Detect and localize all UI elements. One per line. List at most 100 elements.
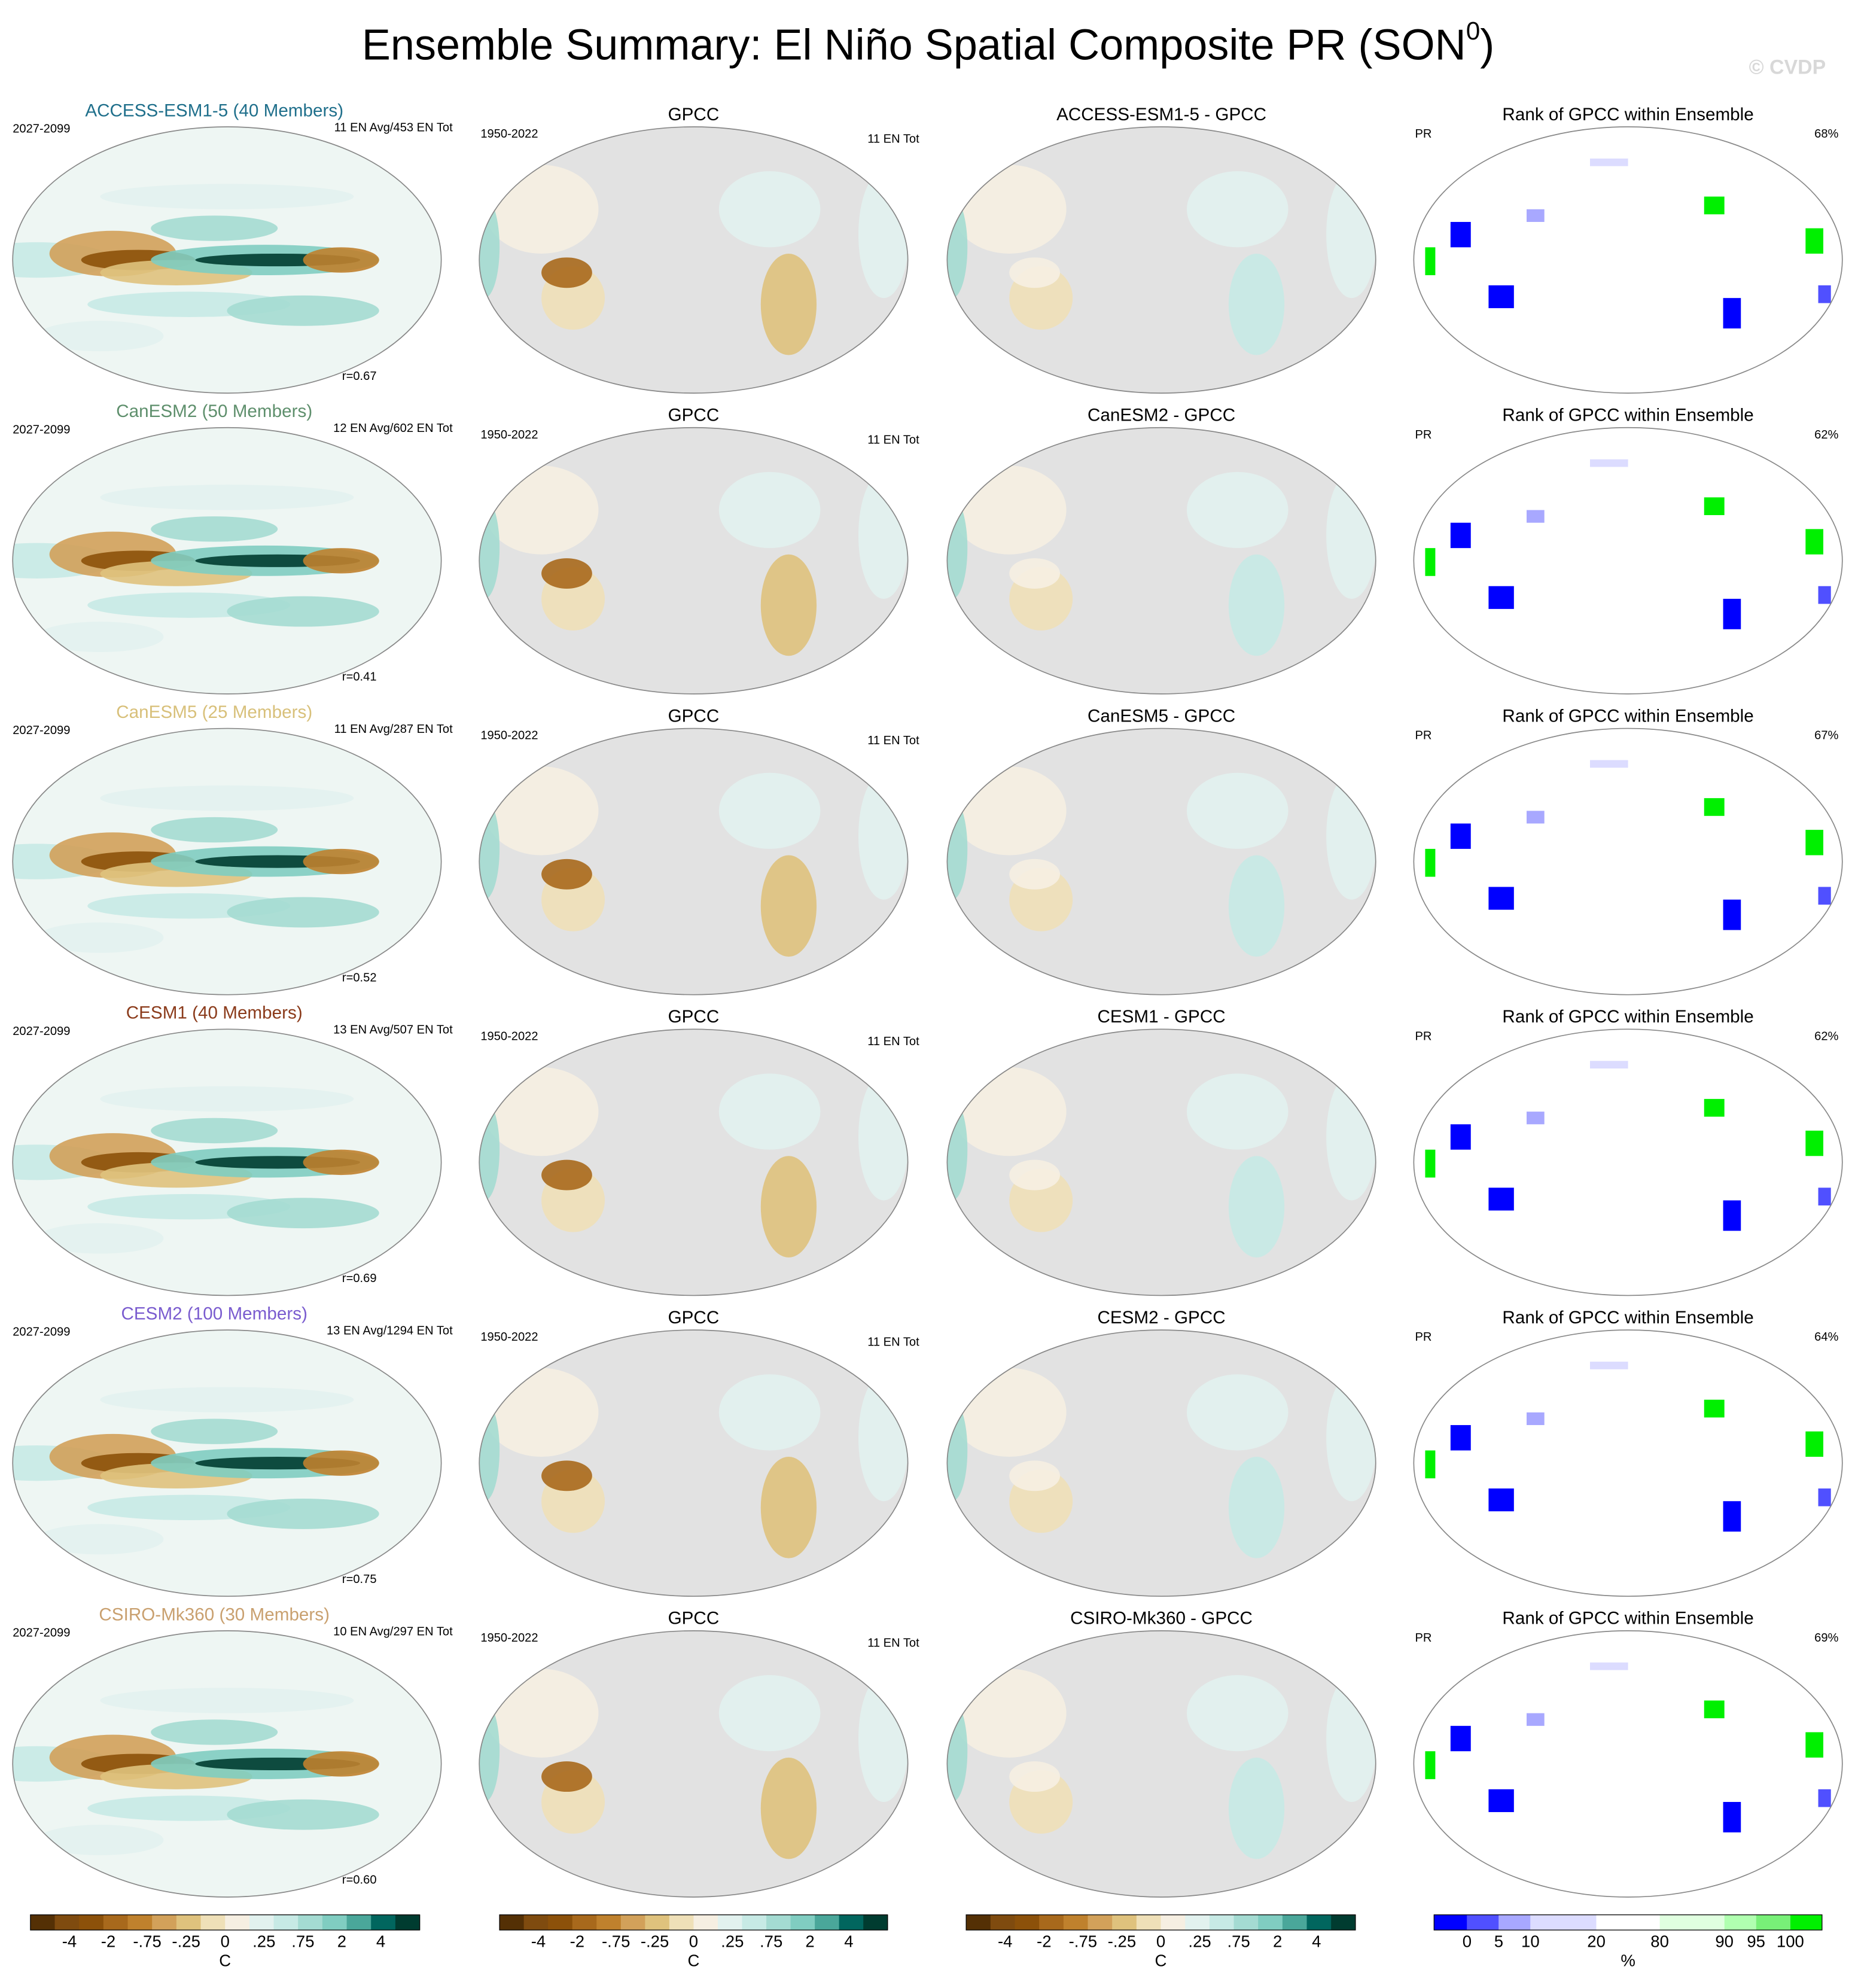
field-blob [151, 1118, 278, 1144]
field-blob [227, 596, 379, 627]
map-field [1414, 1630, 1842, 1897]
map-outline [12, 126, 442, 394]
land-patch [858, 1374, 908, 1502]
rank-variable: PR [1415, 1331, 1431, 1344]
colorbar-label: 4 [1312, 1932, 1321, 1951]
obs-title: GPCC [668, 1007, 720, 1027]
rank-percent: 62% [1814, 428, 1838, 442]
colorbar-box [322, 1914, 348, 1931]
map-panel [1413, 427, 1843, 695]
map-panel [479, 427, 909, 695]
map-panel [479, 727, 909, 995]
field-blob [36, 1825, 164, 1856]
obs-title: GPCC [668, 406, 720, 425]
land-patch [484, 1067, 599, 1156]
map-panel [1413, 1630, 1843, 1898]
colorbar-unit: C [219, 1951, 231, 1969]
map-outline [479, 427, 909, 695]
map-outline [12, 1028, 442, 1296]
rank-patch [1590, 1061, 1628, 1069]
rank-patch [1723, 298, 1741, 329]
field-blob [36, 1223, 164, 1254]
rank-patch [1527, 209, 1545, 222]
rank-title: Rank of GPCC within Ensemble [1502, 1308, 1753, 1328]
rank-patch [1488, 285, 1514, 309]
rank-patch [1805, 1130, 1824, 1156]
colorbar: -4 -2 -.75 -.25 0 .25 .75 2 4 C [30, 1914, 421, 1969]
land-patch [1326, 1675, 1376, 1803]
rank-patch [1488, 1488, 1514, 1512]
rank-colorbar: 0 5 10 20 80 90 95 100% [1433, 1914, 1823, 1969]
field-blob [36, 922, 164, 953]
field-blob [36, 321, 164, 352]
land-patch [1228, 253, 1285, 355]
colorbar-label: .75 [1227, 1932, 1250, 1951]
colorbar-label: 10 [1521, 1932, 1540, 1951]
colorbar-label: -.25 [1108, 1932, 1136, 1951]
pattern-correlation: r=0.75 [342, 1573, 377, 1586]
rank-patch [1527, 1713, 1545, 1726]
colorbar-label: 90 [1715, 1932, 1734, 1951]
colorbar-label: .75 [760, 1932, 782, 1951]
land-patch [718, 1374, 821, 1451]
map-field [13, 427, 441, 694]
colorbar-box [742, 1914, 767, 1931]
field-blob [100, 485, 354, 510]
field-blob [303, 1149, 379, 1176]
land-patch [1228, 554, 1285, 656]
map-panel [946, 727, 1376, 995]
title-superscript: 0 [1466, 17, 1481, 45]
map-outline [479, 126, 909, 394]
land-patch [479, 1098, 500, 1201]
land-patch [484, 1669, 599, 1758]
colorbar-box [1209, 1914, 1235, 1931]
colorbar-box [1112, 1914, 1137, 1931]
rank-patch [1425, 1450, 1436, 1479]
colorbar-label: 0 [1463, 1932, 1472, 1951]
field-blob [100, 1688, 354, 1713]
colorbar-box [176, 1914, 202, 1931]
model-period: 2027-2099 [13, 123, 70, 136]
obs-counts: 11 EN Tot [867, 1636, 919, 1649]
map-field [947, 1029, 1376, 1296]
rank-patch [1704, 798, 1725, 816]
map-panel [12, 1028, 442, 1296]
field-blob [303, 548, 379, 574]
colorbar-label: -.75 [602, 1932, 630, 1951]
colorbar-box [645, 1914, 670, 1931]
pattern-correlation: r=0.52 [342, 971, 377, 984]
colorbar-box [1659, 1914, 1725, 1931]
map-outline [946, 126, 1376, 394]
pattern-correlation: r=0.69 [342, 1272, 377, 1285]
map-field [1414, 728, 1842, 995]
title-end: ) [1480, 22, 1494, 69]
colorbar-box [298, 1914, 323, 1931]
colorbar-box [766, 1914, 791, 1931]
colorbar-unit: C [687, 1951, 699, 1969]
land-patch [1186, 1073, 1289, 1150]
rank-patch [1704, 1098, 1725, 1117]
rank-variable: PR [1415, 127, 1431, 141]
field-blob [303, 848, 379, 875]
colorbar-label: 0 [689, 1932, 698, 1951]
colorbar-box [1724, 1914, 1756, 1931]
land-patch [947, 196, 968, 299]
map-background [1414, 1630, 1842, 1897]
rank-patch [1704, 1399, 1725, 1418]
rank-patch [1818, 1488, 1831, 1506]
colorbar-box [1790, 1914, 1822, 1931]
land-patch [1326, 471, 1376, 599]
map-field [479, 1630, 908, 1897]
colorbar-box [1088, 1914, 1113, 1931]
map-outline [12, 1329, 442, 1597]
field-blob [227, 1198, 379, 1229]
rank-patch [1425, 848, 1436, 877]
rank-patch [1425, 247, 1436, 275]
land-patch [1186, 1675, 1289, 1752]
rank-title: Rank of GPCC within Ensemble [1502, 1609, 1753, 1628]
map-background [1414, 1330, 1842, 1597]
obs-title: GPCC [668, 1609, 720, 1628]
colorbar-box [30, 1914, 56, 1931]
